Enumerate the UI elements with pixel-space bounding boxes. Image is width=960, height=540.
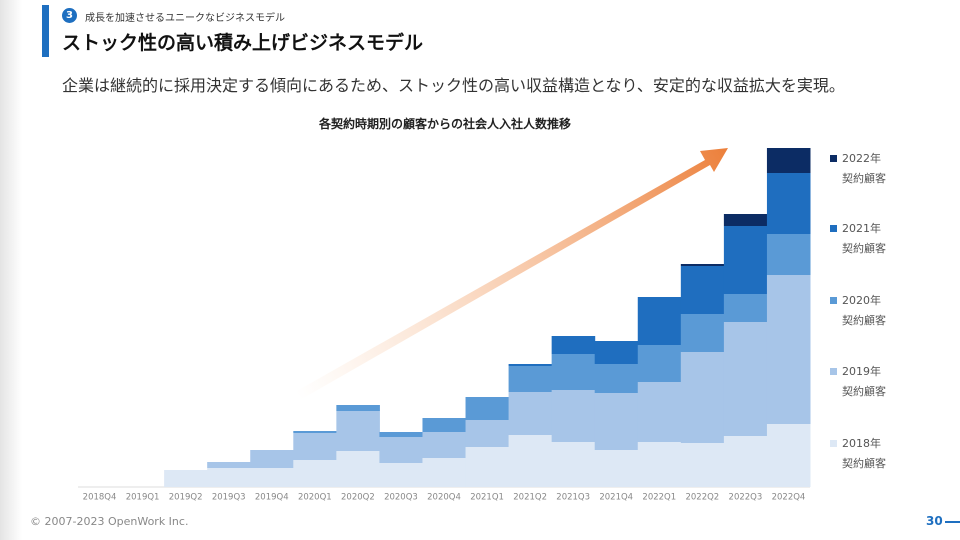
bar-segment: [422, 418, 467, 432]
bar-segment: [551, 336, 596, 354]
legend-swatch: [830, 440, 837, 447]
legend-label: 2022年 契約顧客: [842, 152, 886, 185]
legend-swatch: [830, 225, 837, 232]
legend-label: 2021年 契約顧客: [842, 222, 886, 255]
accent-bar: [42, 5, 49, 57]
x-tick-label: 2022Q1: [642, 493, 676, 503]
x-tick-label: 2020Q1: [298, 493, 332, 503]
growth-arrow: [295, 148, 728, 400]
page-rule: [945, 521, 960, 523]
bar-segment: [293, 431, 337, 433]
bar-segment: [465, 420, 510, 447]
x-tick-label: 2019Q4: [255, 493, 289, 503]
bar-segment: [723, 214, 768, 226]
bar-segment: [207, 468, 251, 487]
bar-segment: [551, 354, 596, 390]
x-tick-label: 2021Q1: [470, 493, 504, 503]
bar-segment: [422, 458, 467, 487]
section-subtitle: 成長を加速させるユニークなビジネスモデル: [85, 13, 285, 24]
legend-item: 2020年 契約顧客: [830, 291, 886, 331]
legend-swatch: [830, 368, 837, 375]
x-tick-label: 2019Q1: [126, 493, 160, 503]
legend-label: 2019年 契約顧客: [842, 365, 886, 398]
bar-segment: [250, 468, 294, 487]
x-tick-label: 2022Q3: [729, 493, 763, 503]
bar-segment: [207, 462, 251, 468]
legend-swatch: [830, 155, 837, 162]
plot: 2018Q4 2019Q1 2019Q2 2019Q3 2019Q4 2020Q1 2020…: [78, 148, 811, 503]
bar-segment: [637, 382, 682, 442]
x-tick-label: 2019Q2: [169, 493, 203, 503]
lead-text: 企業は継続的に採用決定する傾向にあるため、ストック性の高い収益構造となり、安定的…: [62, 76, 845, 95]
bar-segment: [508, 366, 553, 392]
x-tick-label: 2018Q4: [83, 493, 117, 503]
legend-swatch: [830, 297, 837, 304]
bar-segment: [594, 450, 639, 487]
bar-segment: [766, 424, 811, 487]
legend-item: 2019年 契約顧客: [830, 362, 886, 402]
bar-segment: [508, 364, 553, 366]
bar-segment: [164, 470, 208, 487]
bar-segment: [680, 266, 725, 314]
bar-segment: [766, 148, 811, 173]
bar-segment: [379, 463, 423, 487]
bar-segment: [594, 341, 639, 364]
bar-segment: [637, 345, 682, 382]
bar-segment: [293, 460, 337, 487]
bar-segment: [723, 226, 768, 294]
bar-segment: [508, 392, 553, 435]
bar-segment: [594, 393, 639, 450]
bar-segment: [551, 390, 596, 442]
x-tick-label: 2021Q2: [513, 493, 547, 503]
page-number: 30: [926, 514, 943, 528]
x-tick-label: 2021Q3: [556, 493, 590, 503]
bar-segment: [637, 442, 682, 487]
legend-label: 2020年 契約顧客: [842, 294, 886, 327]
slide-title: ストック性の高い積み上げビジネスモデル: [62, 32, 424, 54]
bar-segment: [723, 436, 768, 487]
chart-title: 各契約時期別の顧客からの社会人入社人数推移: [318, 116, 571, 131]
bar-segment: [594, 364, 639, 393]
x-tick-label: 2020Q2: [341, 493, 375, 503]
bar-segment: [293, 433, 337, 460]
bar-segment: [336, 411, 380, 451]
bar-segment: [637, 297, 682, 345]
bar-segment: [508, 435, 553, 487]
bar-segment: [379, 432, 423, 437]
x-tick-label: 2020Q4: [427, 493, 461, 503]
bar-segment: [766, 275, 811, 424]
bar-segment: [422, 432, 467, 458]
legend-label: 2018年 契約顧客: [842, 437, 886, 470]
bar-segment: [336, 451, 380, 487]
bar-segment: [680, 264, 725, 266]
bar-segment: [680, 443, 725, 487]
x-tick-label: 2022Q2: [685, 493, 719, 503]
x-tick-label: 2020Q3: [384, 493, 418, 503]
bar-segment: [680, 352, 725, 443]
x-tick-label: 2019Q3: [212, 493, 246, 503]
legend-item: 2018年 契約顧客: [830, 434, 886, 474]
bar-segment: [551, 442, 596, 487]
bar-segment: [336, 405, 380, 411]
bar-segment: [250, 450, 294, 468]
legend-item: 2021年 契約顧客: [830, 219, 886, 259]
bar-segment: [723, 322, 768, 436]
legend-item: 2022年 契約顧客: [830, 149, 886, 189]
x-tick-label: 2021Q4: [599, 493, 633, 503]
bar-segment: [766, 173, 811, 234]
bar-segment: [680, 314, 725, 352]
bar-segment: [465, 397, 510, 420]
copyright: © 2007-2023 OpenWork Inc.: [30, 515, 189, 528]
side-shade: [0, 0, 22, 540]
section-badge: 3: [62, 8, 77, 23]
x-tick-label: 2022Q4: [772, 493, 806, 503]
bar-segment: [723, 294, 768, 322]
bar-segment: [766, 234, 811, 275]
bar-segment: [379, 437, 423, 463]
bar-segment: [465, 447, 510, 487]
